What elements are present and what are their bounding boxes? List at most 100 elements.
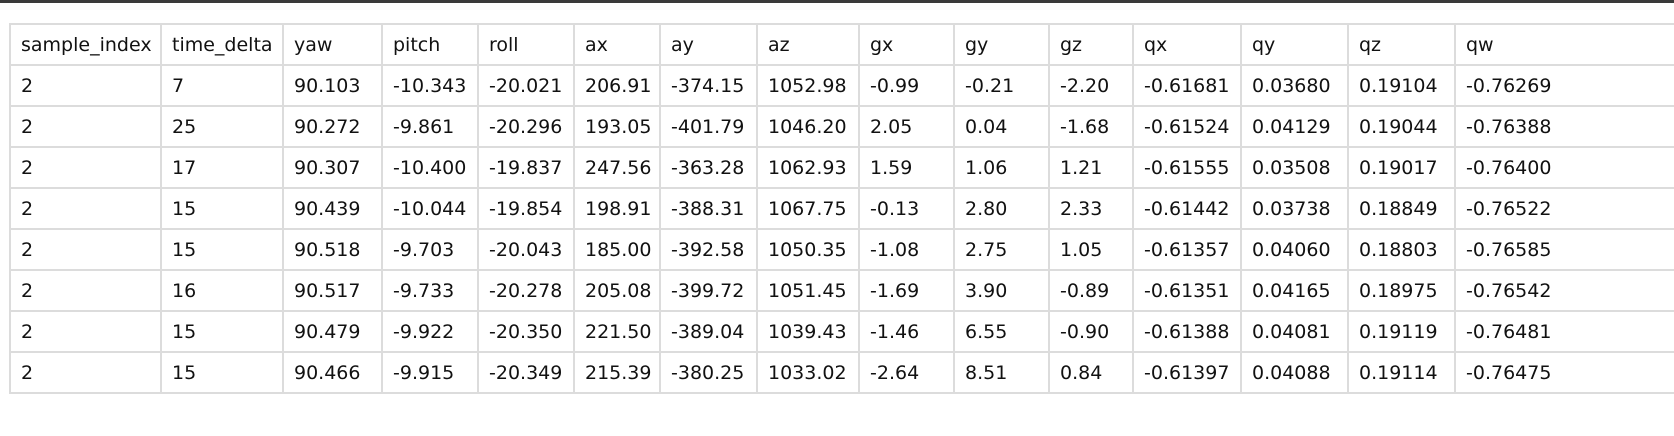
cell-sample-index: 2 — [9, 146, 162, 189]
cell-qz: 0.18975 — [1347, 269, 1456, 312]
cell-ax: 198.91 — [573, 187, 661, 230]
cell-ay: -401.79 — [659, 105, 758, 148]
table-row: 2 15 90.439 -10.044 -19.854 198.91 -388.31 1067… — [9, 187, 1674, 230]
cell-pitch: -10.343 — [381, 64, 479, 107]
cell-time-delta: 17 — [160, 146, 284, 189]
cell-roll: -20.278 — [477, 269, 575, 312]
cell-pitch: -9.861 — [381, 105, 479, 148]
cell-gx: -1.46 — [858, 310, 955, 353]
cell-gz: 1.05 — [1048, 228, 1134, 271]
header-yaw: yaw — [282, 23, 383, 66]
cell-yaw: 90.518 — [282, 228, 383, 271]
cell-roll: -20.350 — [477, 310, 575, 353]
cell-gx: -0.99 — [858, 64, 955, 107]
cell-qw: -0.76522 — [1454, 187, 1674, 230]
cell-qx: -0.61555 — [1132, 146, 1242, 189]
data-table: sample_index time_delta yaw pitch roll a… — [9, 23, 1674, 394]
table-row: 2 15 90.479 -9.922 -20.350 221.50 -389.04 1039.… — [9, 310, 1674, 353]
cell-qx: -0.61388 — [1132, 310, 1242, 353]
cell-gz: -0.90 — [1048, 310, 1134, 353]
cell-ay: -380.25 — [659, 351, 758, 394]
table-container[interactable]: sample_index time_delta yaw pitch roll a… — [9, 23, 1674, 436]
header-qz: qz — [1347, 23, 1456, 66]
cell-ay: -389.04 — [659, 310, 758, 353]
cell-gz: 1.21 — [1048, 146, 1134, 189]
table-row: 2 16 90.517 -9.733 -20.278 205.08 -399.72 1051.… — [9, 269, 1674, 312]
header-ax: ax — [573, 23, 661, 66]
cell-qx: -0.61397 — [1132, 351, 1242, 394]
table-row: 2 25 90.272 -9.861 -20.296 193.05 -401.79 1046.… — [9, 105, 1674, 148]
table-row: 2 7 90.103 -10.343 -20.021 206.91 -374.15 1052.… — [9, 64, 1674, 107]
cell-roll: -20.349 — [477, 351, 575, 394]
cell-az: 1052.98 — [756, 64, 860, 107]
cell-pitch: -10.400 — [381, 146, 479, 189]
cell-qz: 0.18849 — [1347, 187, 1456, 230]
cell-gz: 2.33 — [1048, 187, 1134, 230]
cell-qz: 0.19104 — [1347, 64, 1456, 107]
cell-gz: -1.68 — [1048, 105, 1134, 148]
cell-sample-index: 2 — [9, 187, 162, 230]
cell-az: 1050.35 — [756, 228, 860, 271]
cell-pitch: -9.703 — [381, 228, 479, 271]
cell-sample-index: 2 — [9, 228, 162, 271]
header-row: sample_index time_delta yaw pitch roll a… — [9, 23, 1674, 66]
cell-sample-index: 2 — [9, 105, 162, 148]
cell-gx: 2.05 — [858, 105, 955, 148]
cell-pitch: -9.733 — [381, 269, 479, 312]
cell-gy: 3.90 — [953, 269, 1050, 312]
cell-yaw: 90.103 — [282, 64, 383, 107]
cell-qw: -0.76269 — [1454, 64, 1674, 107]
cell-az: 1046.20 — [756, 105, 860, 148]
cell-qx: -0.61442 — [1132, 187, 1242, 230]
cell-qy: 0.04129 — [1240, 105, 1349, 148]
cell-qx: -0.61351 — [1132, 269, 1242, 312]
cell-yaw: 90.517 — [282, 269, 383, 312]
cell-time-delta: 7 — [160, 64, 284, 107]
cell-gy: 2.75 — [953, 228, 1050, 271]
cell-az: 1062.93 — [756, 146, 860, 189]
cell-gz: -0.89 — [1048, 269, 1134, 312]
cell-gx: 1.59 — [858, 146, 955, 189]
cell-time-delta: 15 — [160, 228, 284, 271]
cell-ay: -388.31 — [659, 187, 758, 230]
cell-pitch: -10.044 — [381, 187, 479, 230]
cell-az: 1067.75 — [756, 187, 860, 230]
cell-qz: 0.19017 — [1347, 146, 1456, 189]
cell-qy: 0.03508 — [1240, 146, 1349, 189]
cell-yaw: 90.479 — [282, 310, 383, 353]
cell-yaw: 90.439 — [282, 187, 383, 230]
cell-time-delta: 16 — [160, 269, 284, 312]
cell-qy: 0.04060 — [1240, 228, 1349, 271]
header-time-delta: time_delta — [160, 23, 284, 66]
cell-yaw: 90.307 — [282, 146, 383, 189]
cell-qz: 0.19044 — [1347, 105, 1456, 148]
cell-sample-index: 2 — [9, 351, 162, 394]
cell-qw: -0.76481 — [1454, 310, 1674, 353]
cell-qx: -0.61524 — [1132, 105, 1242, 148]
cell-ax: 205.08 — [573, 269, 661, 312]
cell-qy: 0.03738 — [1240, 187, 1349, 230]
table-row: 2 15 90.518 -9.703 -20.043 185.00 -392.58 1050.… — [9, 228, 1674, 271]
cell-ax: 247.56 — [573, 146, 661, 189]
cell-gy: -0.21 — [953, 64, 1050, 107]
cell-ax: 185.00 — [573, 228, 661, 271]
cell-qy: 0.04081 — [1240, 310, 1349, 353]
cell-qz: 0.18803 — [1347, 228, 1456, 271]
header-qy: qy — [1240, 23, 1349, 66]
header-ay: ay — [659, 23, 758, 66]
cell-roll: -19.837 — [477, 146, 575, 189]
cell-roll: -20.021 — [477, 64, 575, 107]
cell-qw: -0.76475 — [1454, 351, 1674, 394]
cell-roll: -20.043 — [477, 228, 575, 271]
cell-ay: -363.28 — [659, 146, 758, 189]
header-gx: gx — [858, 23, 955, 66]
cell-qy: 0.03680 — [1240, 64, 1349, 107]
cell-time-delta: 15 — [160, 187, 284, 230]
cell-gz: 0.84 — [1048, 351, 1134, 394]
header-gy: gy — [953, 23, 1050, 66]
cell-az: 1033.02 — [756, 351, 860, 394]
cell-roll: -20.296 — [477, 105, 575, 148]
cell-qx: -0.61357 — [1132, 228, 1242, 271]
cell-yaw: 90.466 — [282, 351, 383, 394]
cell-gx: -0.13 — [858, 187, 955, 230]
